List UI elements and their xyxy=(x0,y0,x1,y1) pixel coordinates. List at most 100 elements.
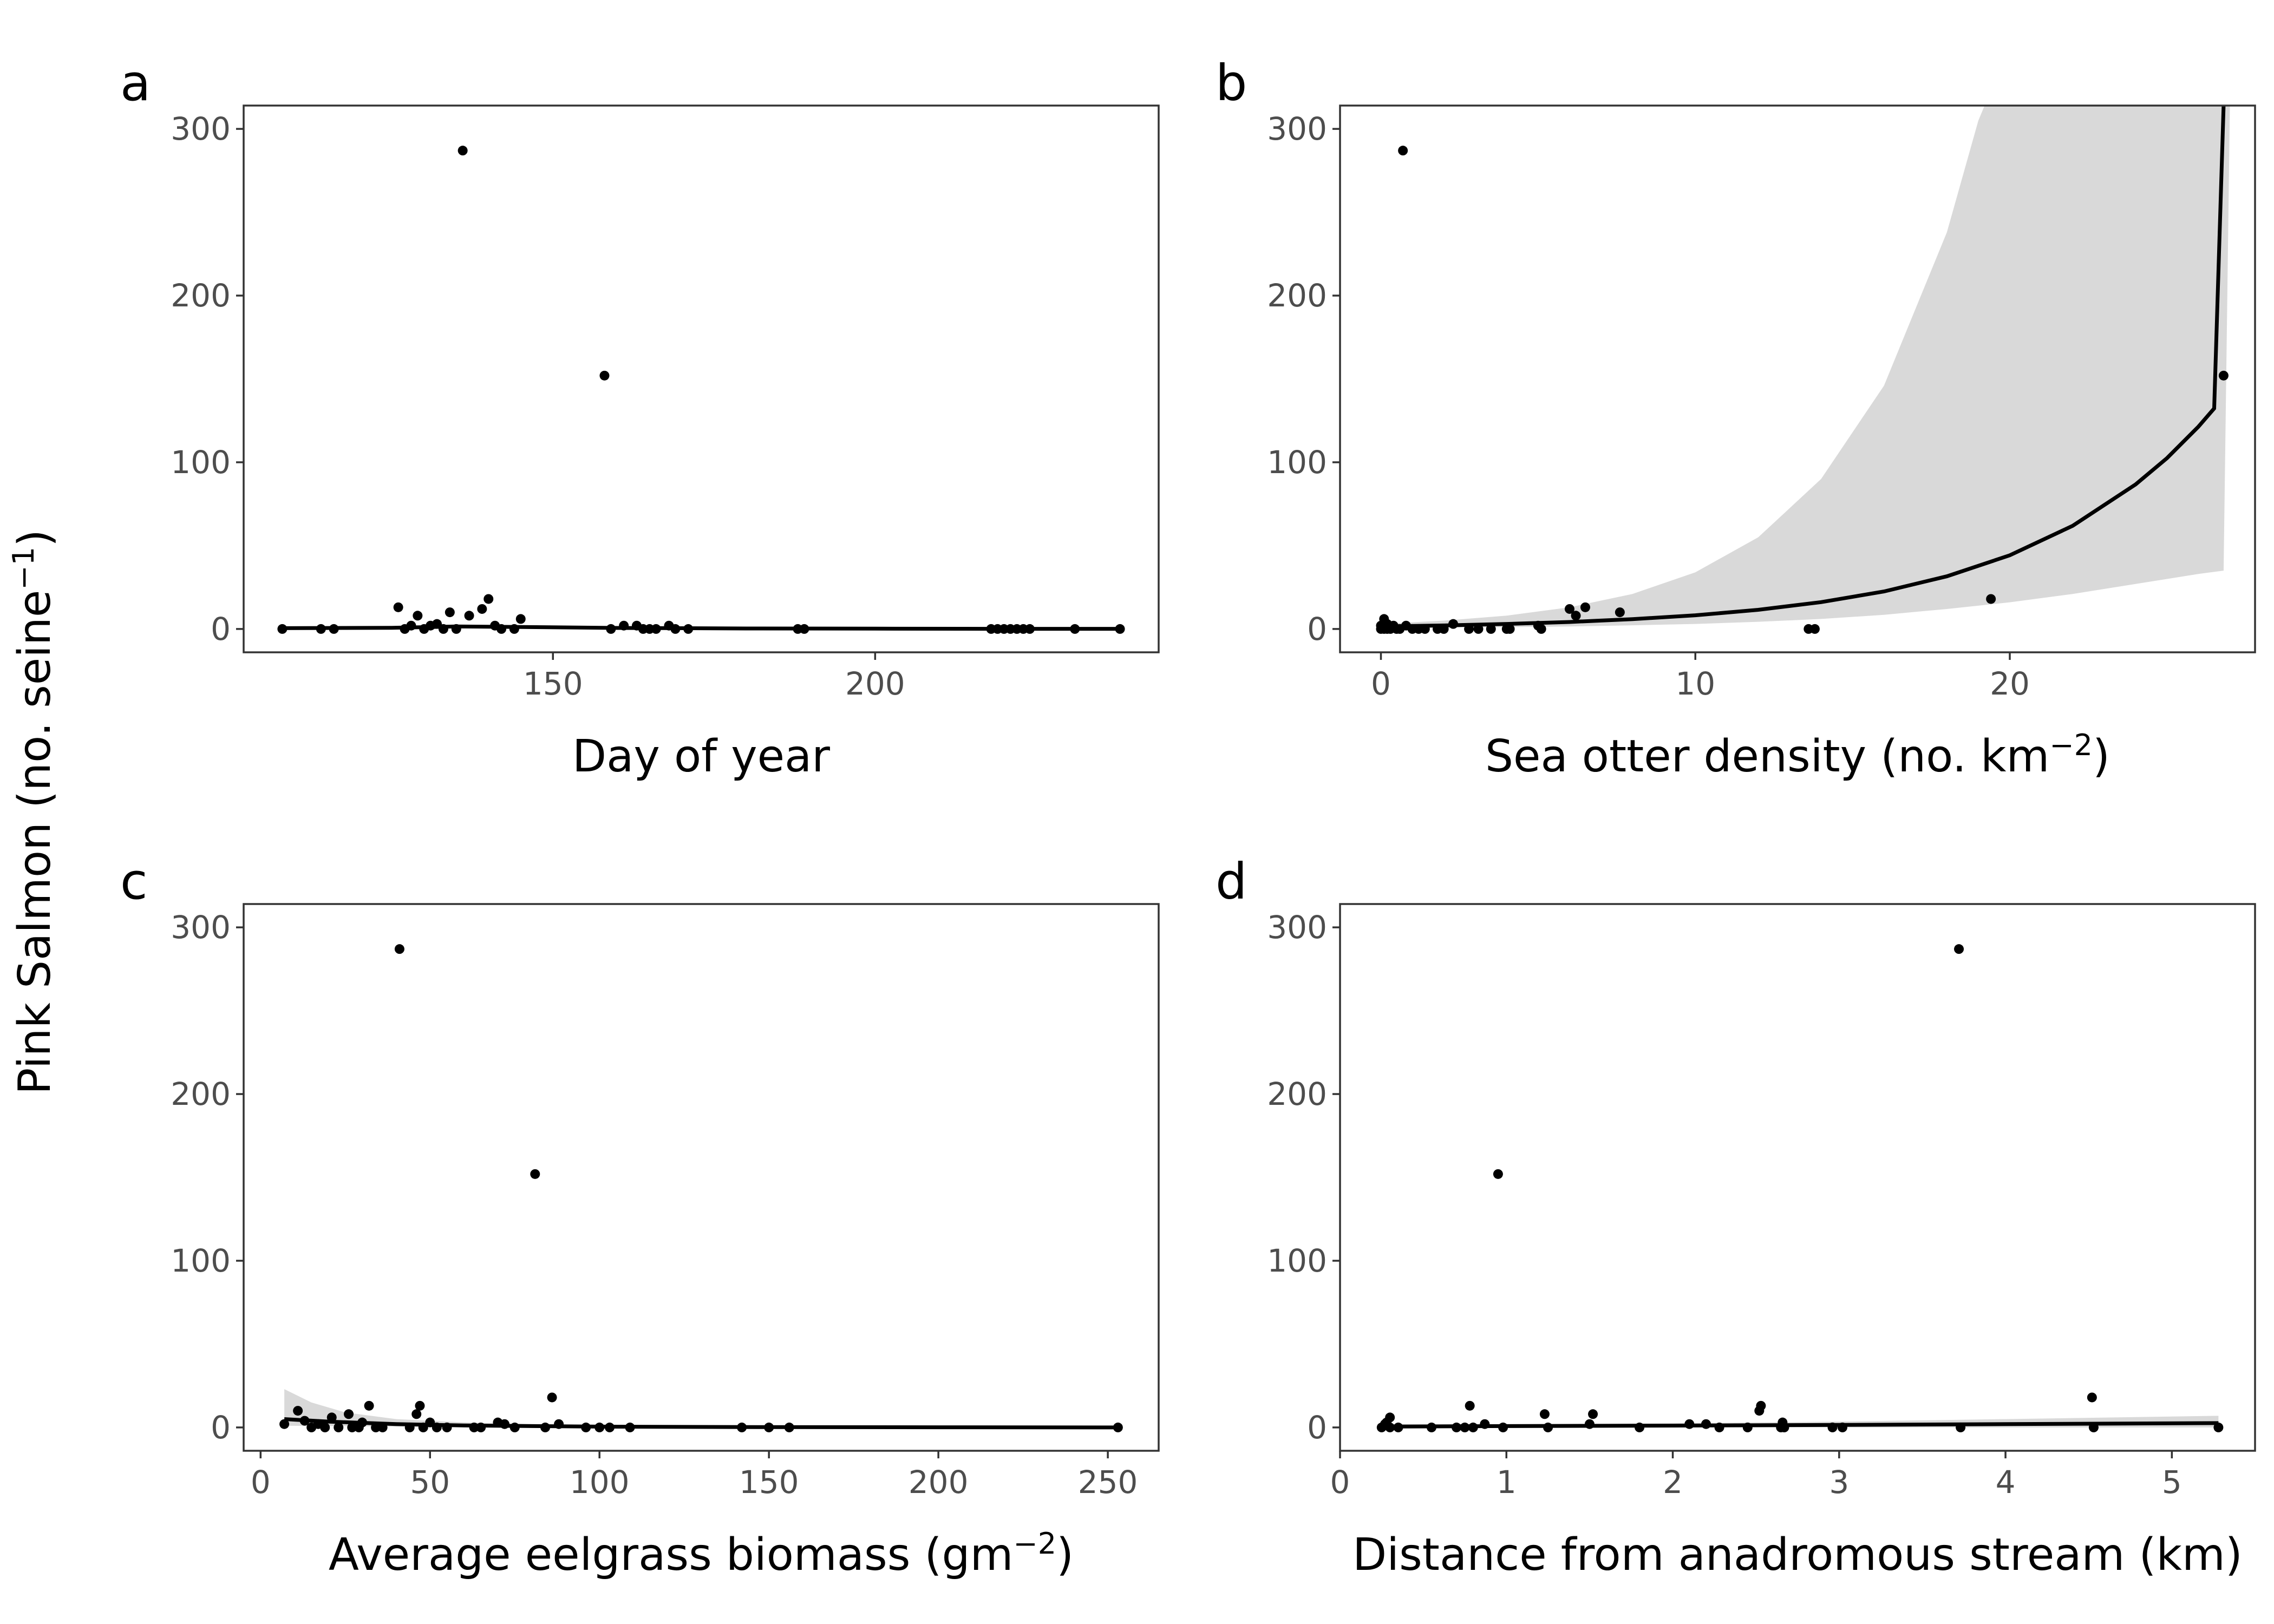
data-point-b-22 xyxy=(1505,624,1515,634)
data-point-b-32 xyxy=(2218,370,2229,381)
panel-label-d: d xyxy=(1216,853,1247,911)
plot-area-a xyxy=(277,146,1125,634)
plot-area-d xyxy=(1376,944,2224,1432)
data-point-c-7 xyxy=(334,1422,344,1432)
data-point-a-20 xyxy=(515,614,526,624)
x-tick-label-b-0: 0 xyxy=(1371,665,1391,702)
x-tick-label-d-4: 4 xyxy=(1996,1464,2016,1501)
data-point-c-9 xyxy=(347,1422,357,1432)
data-point-d-9 xyxy=(1465,1400,1475,1411)
data-point-b-30 xyxy=(1809,624,1820,634)
fit-line-a xyxy=(282,624,1120,631)
x-tick-label-d-0: 0 xyxy=(1330,1464,1350,1501)
data-point-a-15 xyxy=(477,604,487,614)
data-point-b-31 xyxy=(1986,594,1996,604)
panel-label-a: a xyxy=(120,54,151,112)
x-tick-label-c-100: 100 xyxy=(570,1464,630,1501)
data-point-c-15 xyxy=(394,944,404,954)
data-point-a-6 xyxy=(413,611,423,621)
data-point-c-30 xyxy=(547,1392,557,1403)
x-tick-label-c-200: 200 xyxy=(909,1464,969,1501)
y-tick-label-c-0: 0 xyxy=(211,1409,231,1446)
data-point-d-14 xyxy=(1539,1409,1550,1419)
data-point-b-10 xyxy=(1398,146,1408,156)
panel-b: 0 100 200 300 0 10 20 Sea otter density (no. km… xyxy=(1216,54,2256,782)
data-point-c-12 xyxy=(364,1400,374,1411)
y-tick-label-d-100: 100 xyxy=(1267,1242,1327,1279)
y-tick-label-a-200: 200 xyxy=(171,277,231,314)
y-tick-label-b-300: 300 xyxy=(1267,110,1327,147)
fit-line-c xyxy=(284,1417,1118,1430)
data-point-b-24 xyxy=(1536,624,1546,634)
data-point-a-11 xyxy=(445,607,455,618)
x-tick-label-a-150: 150 xyxy=(523,665,583,702)
x-tick-label-b-10: 10 xyxy=(1675,665,1715,702)
data-point-c-8 xyxy=(344,1409,354,1419)
x-tick-label-c-50: 50 xyxy=(410,1464,450,1501)
fit-line-d xyxy=(1381,1421,2219,1429)
x-tick-label-c-250: 250 xyxy=(1078,1464,1138,1501)
data-point-d-30 xyxy=(1954,944,1964,954)
data-point-d-32 xyxy=(2087,1392,2097,1403)
x-axis-title-c: Average eelgrass biomass (gm−2) xyxy=(329,1527,1074,1581)
y-tick-label-a-300: 300 xyxy=(171,110,231,147)
data-point-c-28 xyxy=(530,1169,540,1179)
confidence-band-c xyxy=(284,1389,1118,1427)
x-axis-title-b: Sea otter density (no. km−2) xyxy=(1485,728,2110,782)
x-tick-label-d-2: 2 xyxy=(1663,1464,1683,1501)
panel-a: 0 100 200 300 150 200 Day of year a xyxy=(120,54,1160,782)
y-tick-label-a-100: 100 xyxy=(171,444,231,481)
data-point-a-3 xyxy=(393,602,403,612)
data-point-c-5 xyxy=(320,1422,330,1432)
x-tick-label-d-1: 1 xyxy=(1497,1464,1517,1501)
panel-frame-a xyxy=(243,104,1160,653)
confidence-band-b xyxy=(1381,106,2230,628)
y-tick-label-b-200: 200 xyxy=(1267,277,1327,314)
plot-area-b xyxy=(1376,106,2230,634)
panel-label-b: b xyxy=(1216,54,1247,112)
y-tick-label-d-0: 0 xyxy=(1307,1409,1327,1446)
data-point-c-0 xyxy=(279,1419,290,1429)
y-tick-label-c-100: 100 xyxy=(171,1242,231,1279)
panel-label-c: c xyxy=(120,853,148,911)
panel-frame-b xyxy=(1339,104,2256,653)
data-point-b-28 xyxy=(1615,607,1625,618)
data-point-a-13 xyxy=(458,146,468,156)
panel-frame-d xyxy=(1339,903,2256,1452)
y-axis-title: Pink Salmon (no. seine−1) xyxy=(6,529,61,1095)
y-tick-label-b-0: 0 xyxy=(1307,611,1327,647)
data-point-a-14 xyxy=(464,611,474,621)
x-tick-label-a-200: 200 xyxy=(845,665,905,702)
data-point-a-21 xyxy=(599,370,610,381)
x-tick-label-c-150: 150 xyxy=(739,1464,799,1501)
x-axis-title-d: Distance from anadromous stream (km) xyxy=(1352,1529,2243,1581)
data-point-b-25 xyxy=(1564,604,1574,614)
fit-line-b xyxy=(1381,106,2226,628)
x-axis-title-a: Day of year xyxy=(572,731,830,782)
y-tick-label-c-200: 200 xyxy=(171,1076,231,1112)
y-tick-label-d-200: 200 xyxy=(1267,1076,1327,1112)
data-point-b-20 xyxy=(1486,624,1496,634)
panel-frame-c xyxy=(243,903,1160,1452)
data-point-d-24 xyxy=(1756,1400,1766,1411)
data-point-c-18 xyxy=(415,1400,425,1411)
y-tick-label-c-300: 300 xyxy=(171,909,231,946)
x-tick-label-b-20: 20 xyxy=(1990,665,2030,702)
data-point-c-1 xyxy=(293,1406,303,1416)
y-tick-label-b-100: 100 xyxy=(1267,444,1327,481)
panel-d: 0 100 200 300 0 1 2 3 4 5 Distance from anadromous… xyxy=(1216,853,2256,1581)
data-point-b-27 xyxy=(1580,602,1590,612)
y-tick-label-d-300: 300 xyxy=(1267,909,1327,946)
data-point-d-4 xyxy=(1385,1412,1395,1423)
y-tick-label-a-0: 0 xyxy=(211,611,231,647)
x-tick-label-c-0: 0 xyxy=(251,1464,271,1501)
data-point-d-17 xyxy=(1588,1409,1598,1419)
data-point-a-16 xyxy=(483,594,494,604)
data-point-d-12 xyxy=(1493,1169,1503,1179)
x-tick-label-d-3: 3 xyxy=(1829,1464,1849,1501)
data-point-c-17 xyxy=(411,1409,422,1419)
plot-area-c xyxy=(279,944,1123,1432)
data-point-b-26 xyxy=(1571,611,1581,621)
